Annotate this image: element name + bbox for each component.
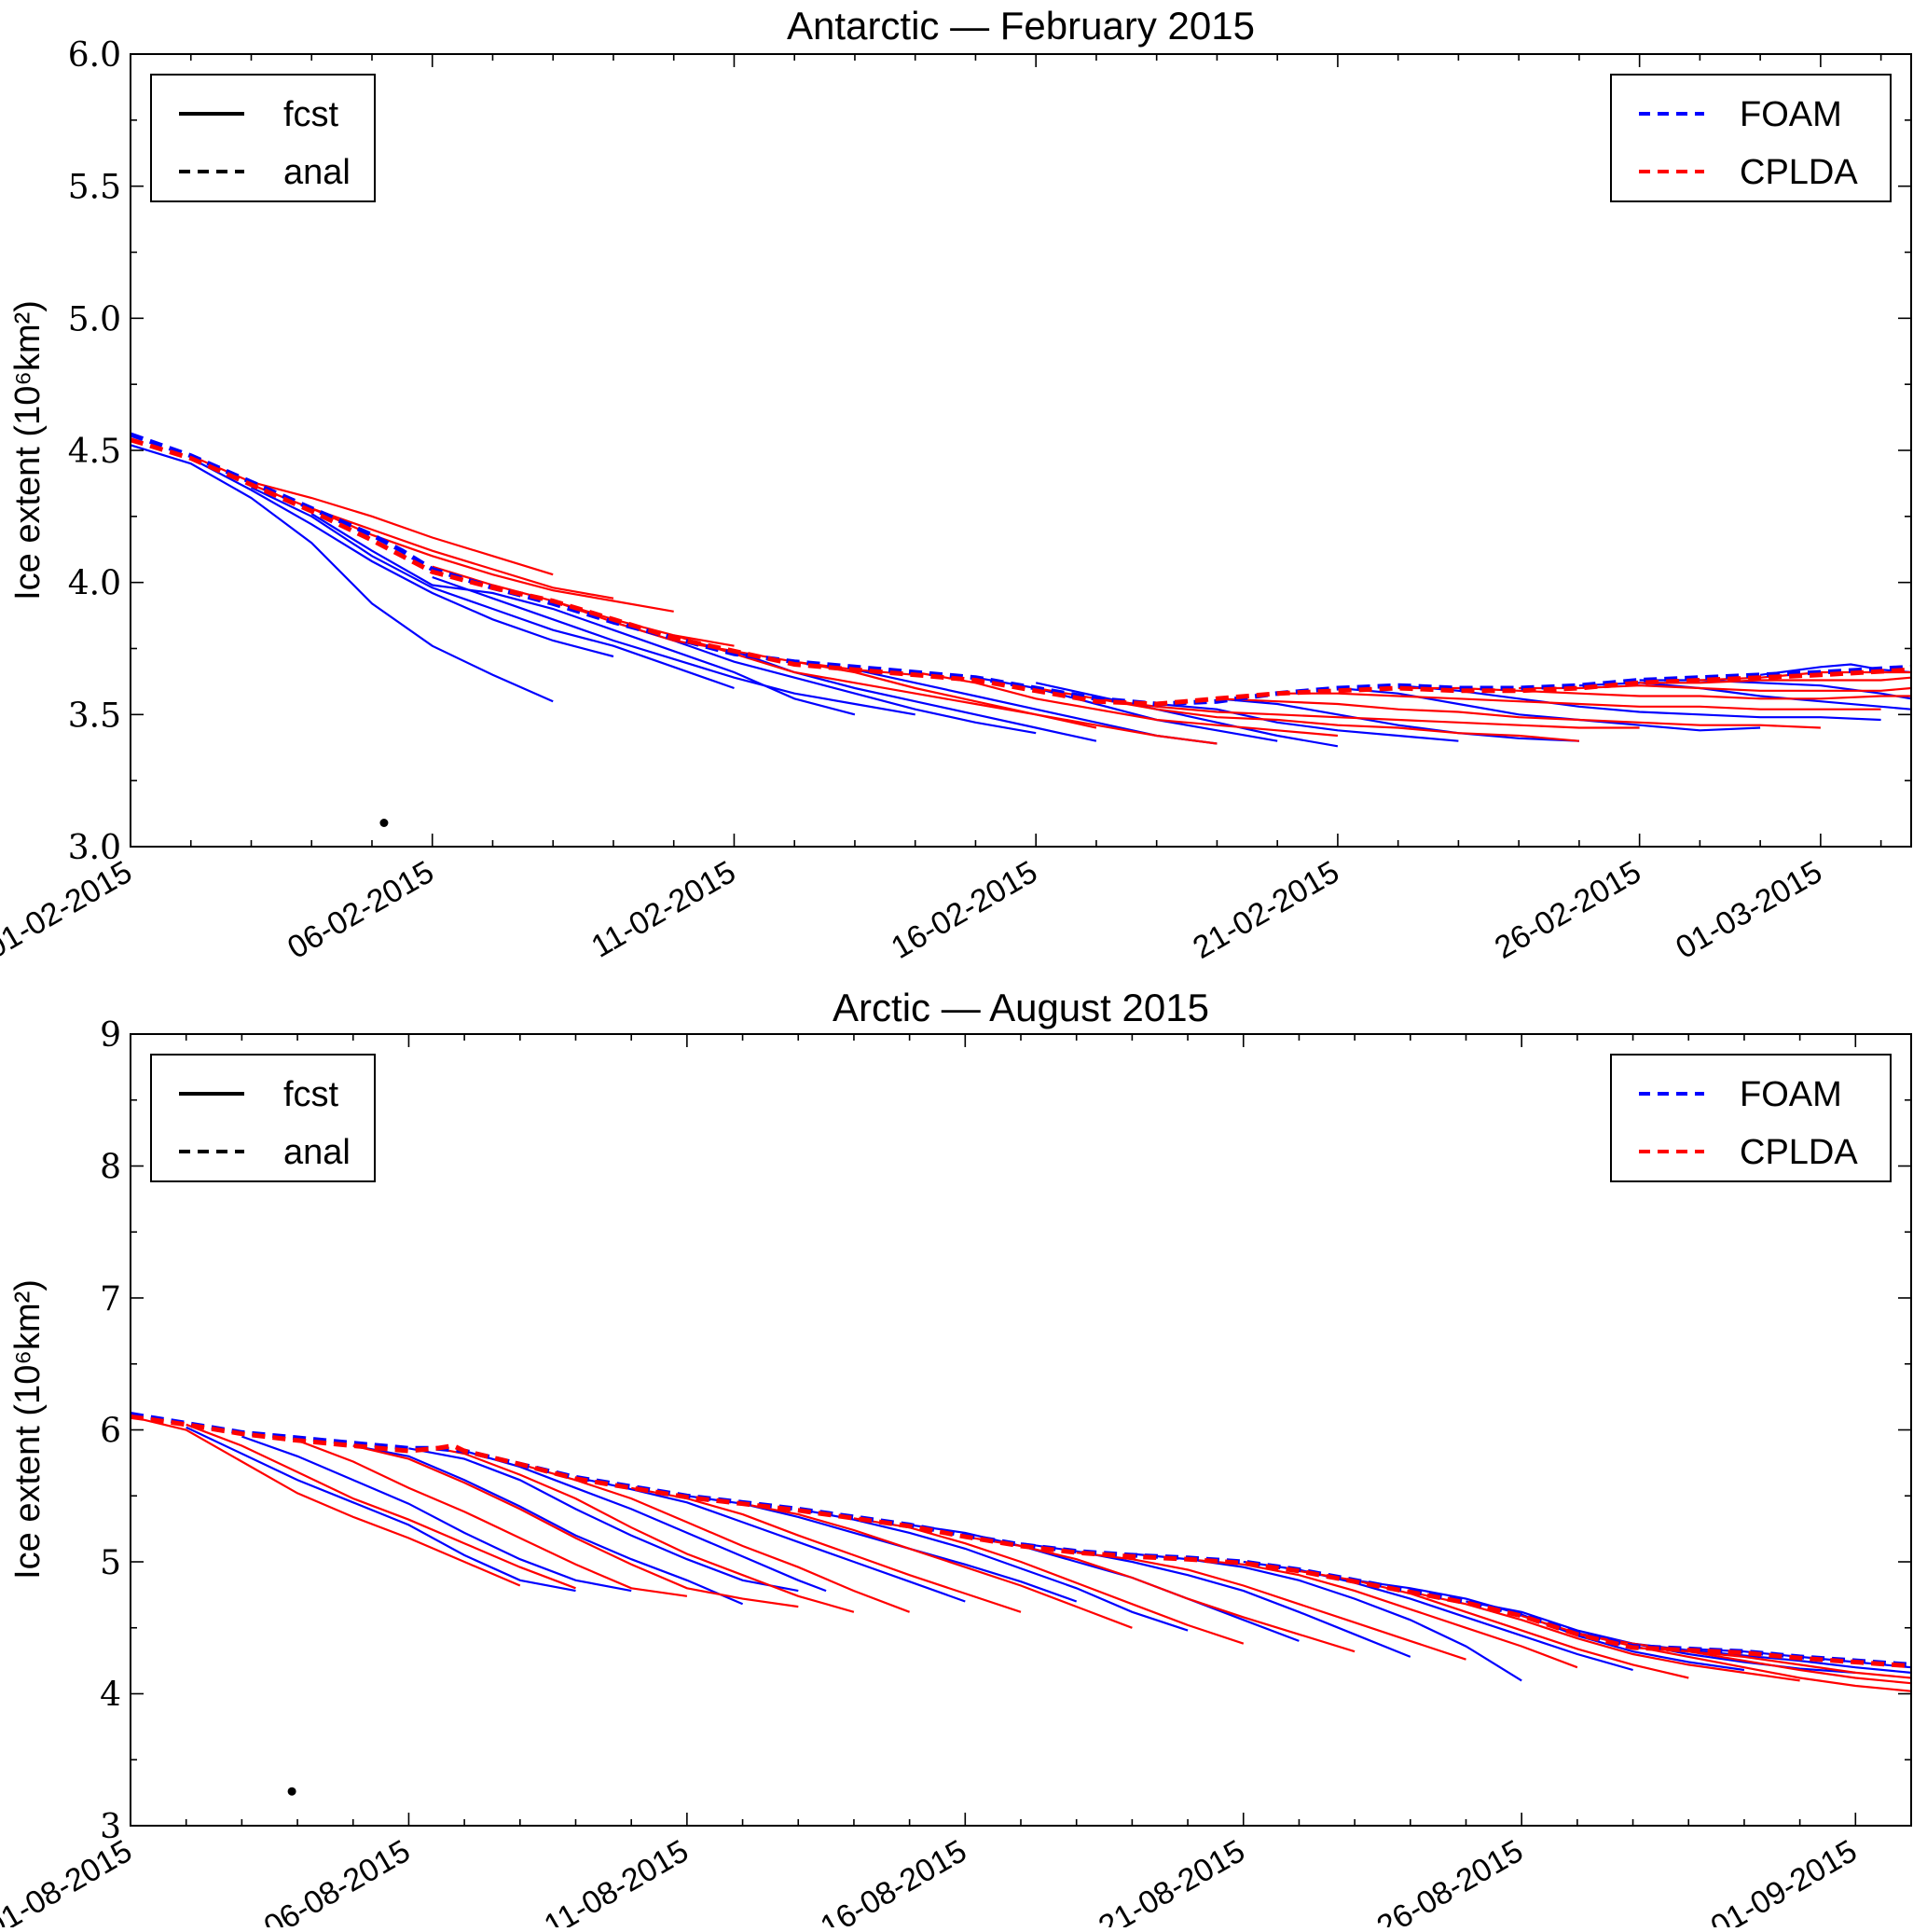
legend-label: FOAM <box>1740 95 1842 134</box>
fcst-cplda-line <box>432 565 735 647</box>
anal-foam-line <box>131 432 1911 707</box>
fcst-foam-line <box>432 575 915 716</box>
fcst-cplda-line <box>1076 1552 1466 1661</box>
fcst-cplda-line <box>1299 1569 1689 1679</box>
legend-system-box <box>1610 74 1892 202</box>
legend-label: fcst <box>283 1075 339 1114</box>
marker-point <box>287 1787 296 1796</box>
y-tick-label: 8 <box>100 1149 121 1187</box>
fcst-foam-line <box>1397 684 1881 722</box>
fcst-foam-line <box>1337 686 1761 732</box>
fcst-foam-line <box>613 621 1037 735</box>
y-tick-label: 3 <box>100 1808 121 1846</box>
y-tick-label: 5.0 <box>68 300 121 338</box>
fcst-foam-line <box>251 486 735 690</box>
chart-title: Antarctic — February 2015 <box>787 4 1255 48</box>
fcst-cplda-line <box>853 1517 1245 1645</box>
legend-style: fcst anal <box>150 1054 376 1182</box>
fcst-cplda-line <box>742 1502 1133 1629</box>
fcst-cplda-line <box>630 1486 1022 1613</box>
plot-lines <box>131 1412 1911 1692</box>
fcst-foam-line <box>190 457 614 658</box>
y-tick-label: 6 <box>100 1413 121 1451</box>
fcst-foam-line <box>352 1444 744 1606</box>
fcst-cplda-line <box>794 660 1218 745</box>
y-tick-label: 9 <box>100 1016 121 1055</box>
y-axis-label: Ice extent (10⁶km²) <box>8 1279 48 1580</box>
anal-cplda-line <box>131 437 1911 707</box>
y-tick-label: 5 <box>100 1544 121 1582</box>
legend-system: FOAM CPLDA <box>1610 1054 1892 1182</box>
fcst-cplda-line <box>310 507 674 613</box>
fcst-cplda-line <box>1576 1633 1911 1685</box>
fcst-cplda-line <box>186 1423 576 1590</box>
fcst-cplda-line <box>519 1463 910 1613</box>
y-tick-label: 6.0 <box>68 36 121 75</box>
fcst-foam-line <box>186 1426 576 1593</box>
fcst-foam-line <box>1035 682 1339 748</box>
fcst-foam-line <box>463 1450 827 1593</box>
anal-cplda-line <box>131 1414 1911 1669</box>
fcst-cplda-line <box>296 1439 688 1597</box>
fcst-cplda-line <box>436 1447 855 1613</box>
fcst-cplda-line <box>1036 686 1579 742</box>
legend-system-box <box>1610 1054 1892 1182</box>
y-tick-label: 5.5 <box>68 169 121 207</box>
fcst-foam-line <box>408 1447 799 1593</box>
fcst-cplda-line <box>352 1444 799 1608</box>
fcst-foam-line <box>241 1435 632 1593</box>
plot-lines <box>131 432 1911 748</box>
legend-label: CPLDA <box>1740 1133 1858 1172</box>
y-tick-label: 3.0 <box>68 829 121 867</box>
fcst-foam-line <box>1217 697 1579 742</box>
fcst-foam-line <box>1759 663 1911 676</box>
y-axis-label: Ice extent (10⁶km²) <box>8 300 48 600</box>
legend-style-box <box>150 74 376 202</box>
fcst-foam-line <box>1156 702 1459 742</box>
legend-label: fcst <box>283 95 339 134</box>
y-tick-label: 4.5 <box>68 433 121 471</box>
marker-point <box>379 819 389 827</box>
fcst-foam-line <box>975 676 1278 742</box>
y-tick-label: 4.0 <box>68 565 121 603</box>
legend-label: anal <box>283 1133 351 1172</box>
legend-style: fcst anal <box>150 74 376 202</box>
legend-label: anal <box>283 153 351 192</box>
fcst-cplda-line <box>1217 697 1821 729</box>
chart-title: Arctic — August 2015 <box>833 986 1209 1029</box>
y-tick-label: 3.5 <box>68 697 121 735</box>
y-tick-label: 4 <box>100 1677 121 1715</box>
legend-label: FOAM <box>1740 1075 1842 1114</box>
fcst-cplda-line <box>1095 697 1640 729</box>
fcst-cplda-line <box>915 670 1338 738</box>
fcst-cplda-line <box>131 1415 521 1587</box>
fcst-cplda-line <box>1277 692 1881 711</box>
legend-system: FOAM CPLDA <box>1610 74 1892 202</box>
y-tick-label: 7 <box>100 1280 121 1318</box>
fcst-foam-line <box>131 444 554 703</box>
legend-label: CPLDA <box>1740 153 1858 192</box>
legend-style-box <box>150 1054 376 1182</box>
